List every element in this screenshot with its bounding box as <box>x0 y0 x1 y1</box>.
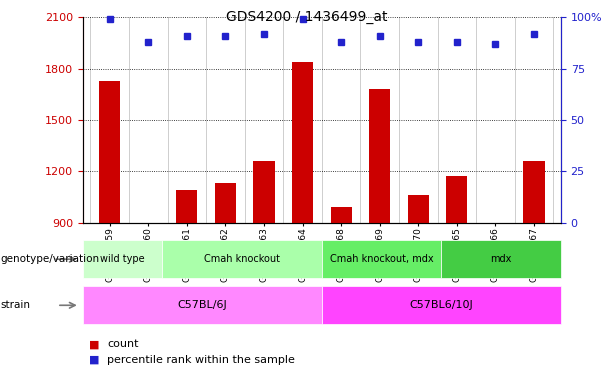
Bar <box>524 161 544 223</box>
Text: Cmah knockout, mdx: Cmah knockout, mdx <box>330 254 433 264</box>
Text: C57BL6/10J: C57BL6/10J <box>409 300 473 310</box>
Text: strain: strain <box>0 300 30 310</box>
Text: GDS4200 / 1436499_at: GDS4200 / 1436499_at <box>226 10 387 23</box>
Text: percentile rank within the sample: percentile rank within the sample <box>107 355 295 365</box>
Bar <box>215 183 236 223</box>
Bar <box>446 175 467 223</box>
Text: ■: ■ <box>89 355 99 365</box>
Bar <box>408 195 429 223</box>
Bar <box>138 223 159 227</box>
Bar <box>177 190 197 223</box>
Bar <box>330 207 352 223</box>
Bar <box>99 81 120 223</box>
Bar <box>369 89 390 223</box>
Bar <box>485 223 506 227</box>
Text: Cmah knockout: Cmah knockout <box>204 254 280 264</box>
Text: wild type: wild type <box>101 254 145 264</box>
Text: ■: ■ <box>89 339 99 349</box>
Text: mdx: mdx <box>490 254 512 264</box>
Bar <box>253 161 275 223</box>
Text: count: count <box>107 339 139 349</box>
Text: C57BL/6J: C57BL/6J <box>177 300 227 310</box>
Text: genotype/variation: genotype/variation <box>0 254 99 264</box>
Bar <box>292 62 313 223</box>
